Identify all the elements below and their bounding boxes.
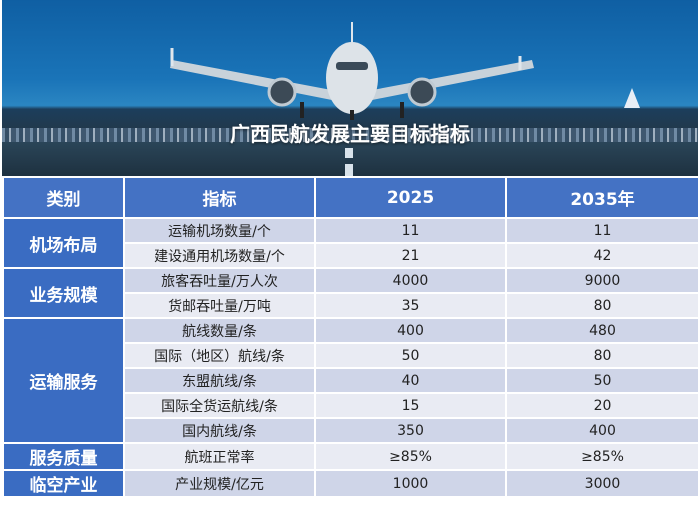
value-2025: 11 <box>314 217 507 244</box>
table-row: 业务规模 旅客吞吐量/万人次 4000 9000 <box>2 267 700 319</box>
value-2025: 1000 <box>314 469 507 498</box>
airplane-icon <box>170 22 534 120</box>
table-row: 运输服务 航线数量/条 400 480 <box>2 317 700 444</box>
value-2035: 480 <box>505 317 700 344</box>
landmark-tower-icon <box>624 88 640 108</box>
table-row: 货邮吞吐量/万吨 35 80 <box>3 292 700 319</box>
indicator-cell: 产业规模/亿元 <box>123 469 316 498</box>
table-row: 国内航线/条 350 400 <box>3 417 700 444</box>
value-2025: 400 <box>314 317 507 344</box>
category-cell: 机场布局 <box>2 217 125 269</box>
banner-title: 广西民航发展主要目标指标 <box>230 122 470 146</box>
indicator-cell: 旅客吞吐量/万人次 <box>123 267 316 294</box>
value-2025: 40 <box>314 367 507 394</box>
indicator-cell: 航线数量/条 <box>123 317 316 344</box>
category-cell: 运输服务 <box>2 317 125 444</box>
value-2035: ≥85% <box>505 442 700 471</box>
value-2035: 20 <box>505 392 700 419</box>
table-header-row: 类别 指标 2025 2035年 <box>2 176 700 219</box>
table-row: 建设通用机场数量/个 21 42 <box>3 242 700 269</box>
table-row: 服务质量 航班正常率 ≥85% ≥85% <box>2 442 700 471</box>
header-2025: 2025 <box>314 176 507 219</box>
header-indicator: 指标 <box>123 176 316 219</box>
value-2025: ≥85% <box>314 442 507 471</box>
indicators-table: 类别 指标 2025 2035年 机场布局 运输机场数量/个 11 11 建设通… <box>2 176 700 498</box>
value-2025: 21 <box>314 242 507 269</box>
indicator-cell: 国际全货运航线/条 <box>123 392 316 419</box>
table-row: 东盟航线/条 40 50 <box>3 367 700 394</box>
value-2035: 400 <box>505 417 700 444</box>
value-2025: 15 <box>314 392 507 419</box>
table-row: 机场布局 运输机场数量/个 11 11 <box>2 217 700 269</box>
table-row: 国际（地区）航线/条 50 80 <box>3 342 700 369</box>
indicator-cell: 航班正常率 <box>123 442 316 471</box>
value-2025: 4000 <box>314 267 507 294</box>
indicator-cell: 国内航线/条 <box>123 417 316 444</box>
value-2035: 3000 <box>505 469 700 498</box>
header-category: 类别 <box>2 176 125 219</box>
indicator-cell: 运输机场数量/个 <box>123 217 316 244</box>
runway-marking <box>345 164 353 176</box>
value-2035: 80 <box>505 342 700 369</box>
indicator-cell: 货邮吞吐量/万吨 <box>123 292 316 319</box>
value-2035: 50 <box>505 367 700 394</box>
city-skyline <box>2 128 698 142</box>
indicator-cell: 建设通用机场数量/个 <box>123 242 316 269</box>
category-cell: 临空产业 <box>2 469 125 498</box>
runway-marking <box>345 148 353 158</box>
table-row: 临空产业 产业规模/亿元 1000 3000 <box>2 469 700 498</box>
table-row: 国际全货运航线/条 15 20 <box>3 392 700 419</box>
category-cell: 业务规模 <box>2 267 125 319</box>
indicator-cell: 东盟航线/条 <box>123 367 316 394</box>
indicator-cell: 国际（地区）航线/条 <box>123 342 316 369</box>
banner-image: 广西民航发展主要目标指标 <box>2 0 698 176</box>
category-cell: 服务质量 <box>2 442 125 471</box>
value-2025: 35 <box>314 292 507 319</box>
header-2035: 2035年 <box>505 176 700 219</box>
value-2025: 50 <box>314 342 507 369</box>
value-2035: 80 <box>505 292 700 319</box>
value-2035: 42 <box>505 242 700 269</box>
value-2025: 350 <box>314 417 507 444</box>
value-2035: 9000 <box>505 267 700 294</box>
value-2035: 11 <box>505 217 700 244</box>
